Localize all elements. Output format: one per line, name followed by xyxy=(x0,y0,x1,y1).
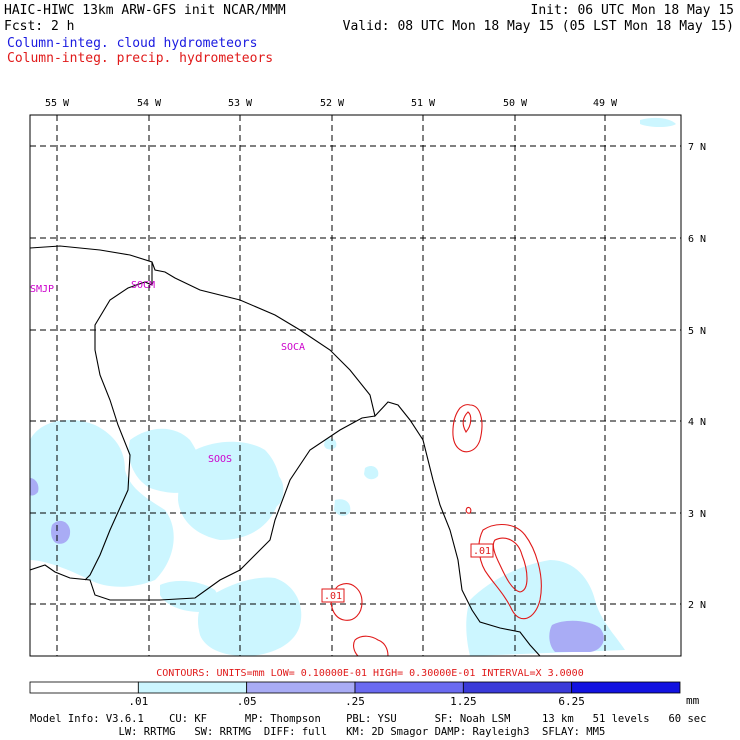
lat-label: 2 N xyxy=(688,600,706,611)
colorbar-segment xyxy=(29,681,139,694)
colorbar-tick-label: 1.25 xyxy=(450,695,477,708)
lat-label: 6 N xyxy=(688,234,706,245)
colorbar-tick-label: 6.25 xyxy=(558,695,585,708)
lat-lon-grid xyxy=(30,115,681,656)
init-time: Init: 06 UTC Mon 18 May 15 xyxy=(531,3,735,18)
colorbar-segment xyxy=(462,681,573,694)
station-soca: SOCA xyxy=(281,342,305,353)
lon-label: 52 W xyxy=(320,98,345,109)
map-frame xyxy=(29,114,682,657)
contour-label-box xyxy=(470,543,494,558)
lat-label: 3 N xyxy=(688,509,706,520)
lat-label: 5 N xyxy=(688,326,706,337)
lat-label: 7 N xyxy=(688,142,706,153)
field-label-cloud: Column-integ. cloud hydrometeors xyxy=(7,36,257,51)
colorbar: .01 .05 .25 1.25 6.25 xyxy=(29,681,681,708)
header-title: HAIC-HIWC 13km ARW-GFS init NCAR/MMM xyxy=(4,3,286,18)
lon-label: 49 W xyxy=(593,98,618,109)
model-info-line1: Model Info: V3.6.1 CU: KF MP: Thompson P… xyxy=(30,713,706,725)
station-labels: SMJP SOCM SOCA SOOS xyxy=(30,280,305,465)
contour-label: .01 xyxy=(324,591,342,602)
colorbar-segment xyxy=(246,681,356,694)
lon-label: 54 W xyxy=(137,98,162,109)
station-socm: SOCM xyxy=(131,280,155,291)
cloud-fill-mid xyxy=(30,478,604,652)
colorbar-segment xyxy=(571,681,681,694)
forecast-hour: Fcst: 2 h xyxy=(4,19,74,34)
lat-label: 4 N xyxy=(688,417,706,428)
valid-time: Valid: 08 UTC Mon 18 May 15 (05 LST Mon … xyxy=(343,19,734,34)
longitude-labels: 55 W 54 W 53 W 52 W 51 W 50 W 49 W xyxy=(45,98,618,109)
contour-label-box xyxy=(321,588,345,603)
map-area: .01 .01 SMJP SOCM SOCA SOOS xyxy=(30,115,681,656)
station-smjp: SMJP xyxy=(30,284,54,295)
model-info-line2: LW: RRTMG SW: RRTMG DIFF: full KM: 2D Sm… xyxy=(30,726,605,738)
colorbar-unit: mm xyxy=(686,694,700,707)
colorbar-segment xyxy=(354,681,464,694)
latitude-labels: 7 N 6 N 5 N 4 N 3 N 2 N xyxy=(688,142,706,611)
station-soos: SOOS xyxy=(208,454,232,465)
contour-info: CONTOURS: UNITS=mm LOW= 0.10000E-01 HIGH… xyxy=(156,668,583,679)
lon-label: 50 W xyxy=(503,98,528,109)
contour-label: .01 xyxy=(473,546,491,557)
lon-label: 53 W xyxy=(228,98,253,109)
lon-label: 51 W xyxy=(411,98,436,109)
field-label-precip: Column-integ. precip. hydrometeors xyxy=(7,51,273,66)
lon-label: 55 W xyxy=(45,98,70,109)
colorbar-tick-label: .05 xyxy=(237,695,257,708)
cloud-fill-light xyxy=(30,117,676,656)
coastline xyxy=(30,245,541,656)
colorbar-segment xyxy=(137,681,248,694)
colorbar-tick-label: .25 xyxy=(345,695,365,708)
colorbar-tick-label: .01 xyxy=(128,695,148,708)
contour-labels: .01 .01 xyxy=(321,543,494,603)
